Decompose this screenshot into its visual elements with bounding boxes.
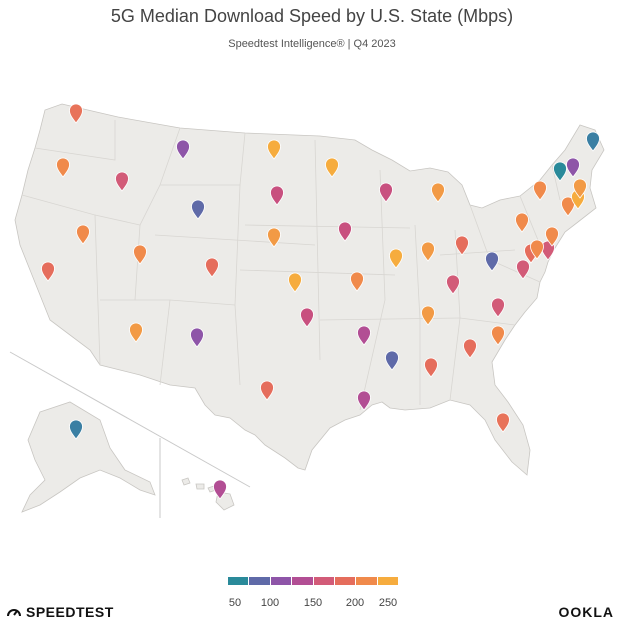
marker-ky [446, 274, 460, 295]
marker-co [205, 257, 219, 278]
marker-ms [385, 350, 399, 371]
map-subtitle: Speedtest Intelligence® | Q4 2023 [228, 38, 396, 50]
marker-nj [545, 226, 559, 247]
speedtest-logo: SPEEDTEST [6, 604, 114, 620]
marker-nd [267, 139, 281, 160]
map-title: 5G Median Download Speed by U.S. State (… [110, 6, 514, 26]
marker-hi [213, 479, 227, 500]
legend-segment [228, 577, 250, 585]
marker-ok [300, 307, 314, 328]
marker-id [115, 171, 129, 192]
speed-markers [41, 103, 600, 500]
marker-nc [491, 297, 505, 318]
marker-vt [553, 161, 567, 182]
legend-tick-label: 100 [260, 597, 280, 609]
legend-tick-label: 250 [378, 597, 398, 609]
marker-mi [431, 182, 445, 203]
marker-dc [530, 239, 544, 260]
marker-az [129, 322, 143, 343]
speedtest-wordmark: SPEEDTEST [26, 604, 114, 620]
hawaii-landmass [181, 477, 235, 511]
legend-segment [356, 577, 378, 585]
marker-ia [338, 221, 352, 242]
marker-sc [491, 325, 505, 346]
marker-ne [267, 227, 281, 248]
marker-nv [76, 224, 90, 245]
legend-tick-label: 200 [345, 597, 365, 609]
marker-nm [190, 327, 204, 348]
marker-ut [133, 244, 147, 265]
legend-tick-label: 150 [303, 597, 323, 609]
marker-al [424, 357, 438, 378]
marker-ak [69, 419, 83, 440]
marker-wa [69, 103, 83, 124]
alaska-landmass [21, 401, 156, 513]
marker-or [56, 157, 70, 178]
marker-in [421, 241, 435, 262]
marker-ks [288, 272, 302, 293]
legend-color-scale [228, 577, 398, 585]
inset-separators [9, 351, 251, 518]
marker-sd [270, 185, 284, 206]
marker-me [586, 131, 600, 152]
legend-segment [292, 577, 314, 585]
marker-il [389, 248, 403, 269]
marker-nh [566, 157, 580, 178]
legend-segment [313, 577, 335, 585]
legend-segment [377, 577, 398, 585]
legend-segment [270, 577, 293, 585]
marker-ct [561, 196, 575, 217]
legend-segment [249, 577, 271, 585]
state-borders [21, 120, 561, 411]
marker-fl [496, 412, 510, 433]
marker-tx [260, 380, 274, 401]
speed-legend: 50 100 150 200 250 [228, 577, 398, 609]
marker-ma [573, 178, 587, 199]
marker-ny [533, 180, 547, 201]
legend-tick-label: 50 [228, 597, 242, 609]
marker-la [357, 390, 371, 411]
marker-ca [41, 261, 55, 282]
ookla-logo: OOKLA [558, 604, 614, 620]
speedometer-icon [7, 609, 21, 617]
marker-ga [463, 338, 477, 359]
marker-wy [191, 199, 205, 220]
marker-oh [455, 235, 469, 256]
marker-mn [325, 157, 339, 178]
contiguous-us-landmass [14, 103, 605, 476]
marker-ar [357, 325, 371, 346]
marker-wv [485, 251, 499, 272]
marker-mt [176, 139, 190, 160]
marker-va [516, 259, 530, 280]
marker-tn [421, 305, 435, 326]
marker-pa [515, 212, 529, 233]
marker-mo [350, 271, 364, 292]
marker-wi [379, 182, 393, 203]
legend-segment [334, 577, 357, 585]
